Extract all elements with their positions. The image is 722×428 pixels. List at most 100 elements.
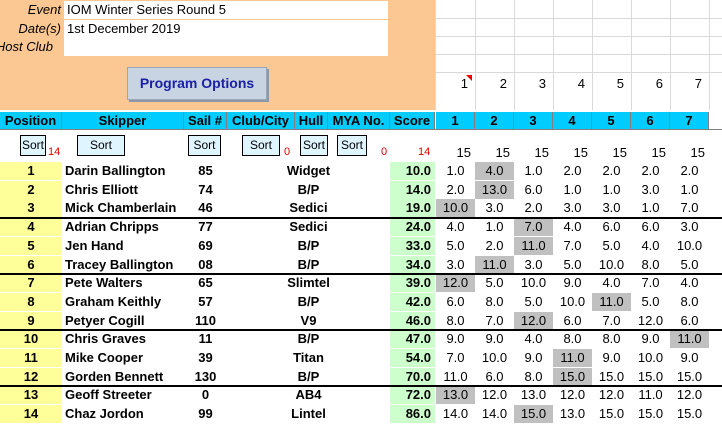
position-cell: 4	[0, 218, 62, 236]
host-club-field[interactable]	[64, 38, 388, 56]
race-result-cell: 1.0	[524, 163, 543, 178]
race-number-1: 1	[460, 76, 468, 91]
race-result-cell: 9.0	[641, 331, 660, 346]
race-result-cell: 15.0	[598, 369, 625, 384]
sail-cell: 74	[198, 182, 213, 197]
sort-club-button[interactable]: Sort	[242, 135, 280, 156]
race-result-cell: 14.0	[481, 406, 508, 421]
race-result-cell: 13.0	[520, 387, 547, 402]
race-result-cell: 6.0	[563, 313, 582, 328]
race-result-cell: 11.0	[514, 237, 553, 255]
race-result-cell: 1.0	[602, 182, 621, 197]
grid-row-line	[435, 18, 722, 19]
position-cell: 2	[0, 181, 62, 199]
race-result-cell: 12.0	[598, 387, 625, 402]
sail-cell: 57	[198, 294, 213, 309]
position-cell: 3	[0, 199, 62, 217]
table-row[interactable]: 6 Tracey Ballington 08 B/P 34.0 3.0 11.0 3.0 5.0…	[0, 256, 722, 274]
score-cell: 10.0	[390, 162, 435, 180]
race-result-cell: 4.0	[446, 219, 465, 234]
race-result-cell: 14.0	[442, 406, 469, 421]
race-entries-2: 15	[495, 145, 510, 160]
race-result-cell: 11.0	[592, 293, 631, 311]
header-race-2: 2	[475, 112, 514, 129]
race-result-cell: 11.0	[670, 330, 709, 348]
race-result-cell: 12.0	[481, 387, 508, 402]
table-row[interactable]: 2 Chris Elliott 74 B/P 14.0 2.0 13.0 6.0 1.0 1.0 3…	[0, 181, 722, 199]
table-row[interactable]: 8 Graham Keithly 57 B/P 42.0 6.0 8.0 5.0 10.0 11.…	[0, 293, 722, 311]
sort-mya-button[interactable]: Sort	[337, 135, 367, 156]
race-result-cell: 5.0	[563, 257, 582, 272]
score-cell: 47.0	[390, 330, 435, 348]
race-result-cell: 12.0	[637, 313, 664, 328]
table-row[interactable]: 14 Chaz Jordon 99 Lintel 86.0 14.0 14.0 15.0 13.…	[0, 405, 722, 423]
table-row[interactable]: 13 Geoff Streeter 0 AB4 72.0 13.0 12.0 13.0 12.0…	[0, 386, 722, 404]
header-club: Club/City	[227, 112, 295, 129]
race-entries-3: 15	[534, 145, 549, 160]
skipper-cell: Jen Hand	[65, 238, 124, 253]
race-result-cell: 8.0	[446, 313, 465, 328]
skipper-cell: Geoff Streeter	[65, 387, 152, 402]
sort-hull-button[interactable]: Sort	[300, 135, 328, 156]
header-mya: MYA No.	[328, 112, 390, 129]
race-result-cell: 12.0	[514, 312, 553, 330]
skipper-cell: Chaz Jordon	[65, 406, 144, 421]
race-result-cell: 3.0	[485, 200, 504, 215]
race-entries-7: 15	[690, 145, 705, 160]
position-cell: 5	[0, 237, 62, 255]
race-result-cell: 15.0	[514, 405, 553, 423]
race-number-2: 2	[499, 76, 507, 91]
dates-field[interactable]: 1st December 2019	[64, 20, 388, 38]
group-separator	[0, 329, 722, 331]
table-row[interactable]: 3 Mick Chamberlain 46 Sedici 19.0 10.0 3.0 2.0 3…	[0, 199, 722, 217]
grid-column-line	[592, 0, 593, 110]
hull-cell: B/P	[297, 331, 320, 346]
score-cell: 33.0	[390, 237, 435, 255]
table-row[interactable]: 5 Jen Hand 69 B/P 33.0 5.0 2.0 11.0 7.0 5.0 4.0 10.…	[0, 237, 722, 255]
race-result-cell: 15.0	[676, 369, 703, 384]
program-options-button[interactable]: Program Options	[127, 67, 267, 100]
sort-sail-button[interactable]: Sort	[188, 135, 221, 156]
group-separator	[0, 385, 722, 387]
sail-cell: 11	[198, 331, 213, 346]
sail-cell: 46	[198, 200, 213, 215]
sort-skipper-button[interactable]: Sort	[77, 135, 125, 156]
race-result-cell: 13.0	[436, 386, 475, 404]
position-cell: 10	[0, 330, 62, 348]
race-result-cell: 15.0	[637, 406, 664, 421]
position-cell: 13	[0, 386, 62, 404]
table-row[interactable]: 4 Adrian Chripps 77 Sedici 24.0 4.0 1.0 7.0 4.0 6…	[0, 218, 722, 236]
race-result-cell: 9.0	[602, 350, 621, 365]
race-number-7: 7	[694, 76, 702, 91]
race-result-cell: 13.0	[559, 406, 586, 421]
hull-cell: B/P	[297, 182, 320, 197]
table-row[interactable]: 7 Pete Walters 65 Slimtel 39.0 12.0 5.0 10.0 9.0…	[0, 274, 722, 292]
race-result-cell: 7.0	[641, 275, 660, 290]
table-row[interactable]: 12 Gorden Bennett 130 B/P 70.0 11.0 6.0 8.0 15.0…	[0, 368, 722, 386]
race-number-4: 4	[577, 76, 585, 91]
score-cell: 70.0	[390, 368, 435, 386]
table-row[interactable]: 10 Chris Graves 11 B/P 47.0 9.0 9.0 4.0 8.0 8.0 9.…	[0, 330, 722, 348]
score-cell: 46.0	[390, 312, 435, 330]
sort-position-button[interactable]: Sort	[20, 135, 46, 156]
table-row[interactable]: 1 Darin Ballington 85 Widget 10.0 1.0 4.0 1.0 2.…	[0, 162, 722, 180]
table-row[interactable]: 9 Petyer Cogill 110 V9 46.0 8.0 7.0 12.0 6.0 7.0 1…	[0, 312, 722, 330]
race-result-cell: 1.0	[446, 163, 465, 178]
score-cell: 24.0	[390, 218, 435, 236]
race-entries-5: 15	[612, 145, 627, 160]
header-border	[0, 129, 722, 130]
score-count: 14	[418, 146, 431, 158]
race-result-cell: 5.0	[485, 275, 504, 290]
race-result-cell: 6.0	[446, 294, 465, 309]
hull-cell: Titan	[293, 350, 324, 365]
event-field[interactable]: IOM Winter Series Round 5	[64, 1, 388, 19]
header-race-5: 5	[592, 112, 631, 129]
race-result-cell: 5.0	[641, 294, 660, 309]
race-result-cell: 6.0	[524, 182, 543, 197]
dates-label: Date(s)	[18, 21, 61, 36]
race-result-cell: 3.0	[680, 219, 699, 234]
race-result-cell: 1.0	[563, 182, 582, 197]
race-result-cell: 3.0	[563, 200, 582, 215]
grid-column-line	[709, 0, 710, 110]
table-row[interactable]: 11 Mike Cooper 39 Titan 54.0 7.0 10.0 9.0 11.0 9.…	[0, 349, 722, 367]
